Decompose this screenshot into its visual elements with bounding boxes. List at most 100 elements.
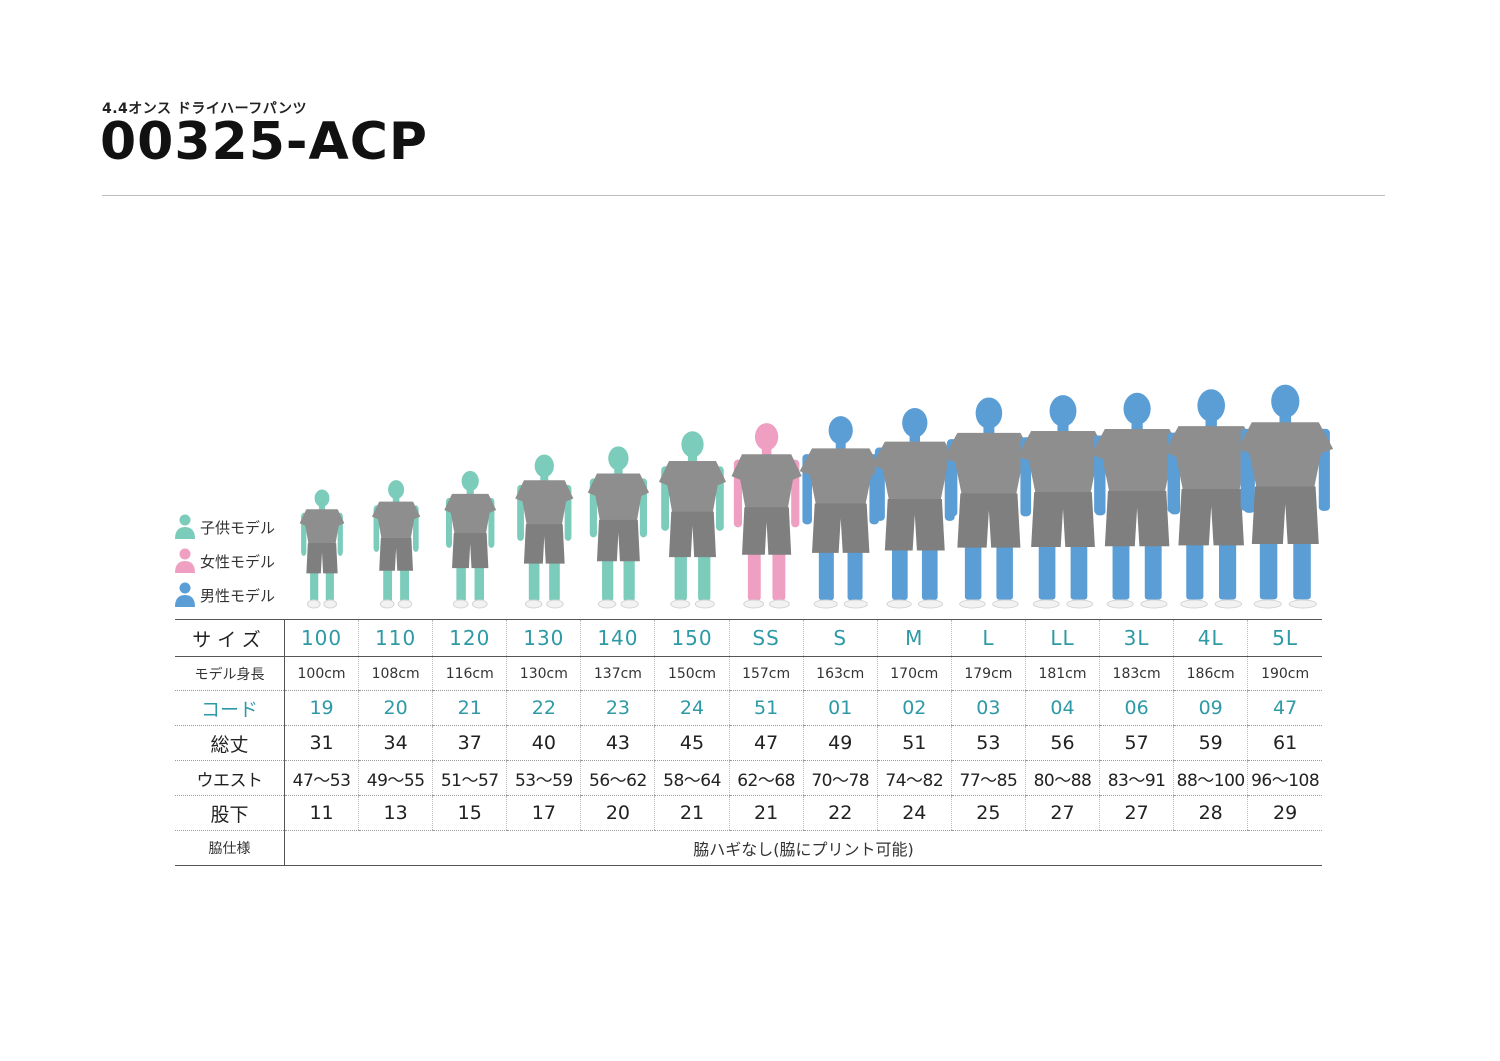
inseam-row: 股下 11 13 15 17 20 21 21 22 24 25 27 27 28 29 <box>175 795 1322 831</box>
model-height-cell: 137cm <box>580 656 655 691</box>
row-label-waist: ウエスト <box>175 760 285 796</box>
size-cell: 5L <box>1247 619 1322 657</box>
model-height-cell: 186cm <box>1173 656 1248 691</box>
inseam-cell: 15 <box>432 795 507 831</box>
length-cell: 57 <box>1099 725 1174 761</box>
code-cell: 19 <box>284 690 359 726</box>
size-cell: SS <box>728 619 804 657</box>
waist-row: ウエスト 47〜53 49〜55 51〜57 53〜59 56〜62 58〜64 62〜68… <box>175 760 1322 796</box>
legend-item-child: 子供モデル <box>174 510 289 544</box>
model-height-cell: 116cm <box>432 656 507 691</box>
inseam-cell: 17 <box>506 795 581 831</box>
model-height-cell: 157cm <box>728 656 804 691</box>
model-figure-3L <box>1091 392 1184 609</box>
model-figure-100 <box>299 489 345 609</box>
length-cell: 61 <box>1247 725 1322 761</box>
model-legend: 子供モデル 女性モデル 男性モデル <box>174 510 289 612</box>
length-cell: 56 <box>1024 725 1100 761</box>
header-divider <box>102 195 1385 196</box>
waist-cell: 49〜55 <box>358 760 433 796</box>
waist-cell: 88〜100 <box>1173 760 1248 796</box>
code-cell: 06 <box>1099 690 1174 726</box>
size-cell: 110 <box>358 619 433 657</box>
model-height-cell: 170cm <box>876 656 952 691</box>
model-height-cell: 108cm <box>358 656 433 691</box>
size-cell: 140 <box>580 619 655 657</box>
size-cell: 120 <box>432 619 507 657</box>
product-subtitle: 4.4オンス ドライハーフパンツ <box>102 101 307 117</box>
row-label-inseam: 股下 <box>175 795 285 831</box>
model-height-cell: 130cm <box>506 656 581 691</box>
inseam-cell: 25 <box>950 795 1026 831</box>
waist-cell: 56〜62 <box>580 760 655 796</box>
size-cell: 3L <box>1099 619 1174 657</box>
length-cell: 34 <box>358 725 433 761</box>
code-cell: 24 <box>654 690 730 726</box>
inseam-cell: 21 <box>654 795 730 831</box>
model-height-cell: 150cm <box>654 656 730 691</box>
size-cell: M <box>876 619 952 657</box>
length-cell: 47 <box>728 725 804 761</box>
legend-item-female: 女性モデル <box>174 544 289 578</box>
code-row: コード 19 20 21 22 23 24 51 01 02 03 04 06 09 47 <box>175 690 1322 726</box>
row-label-side: 脇仕様 <box>175 830 285 866</box>
waist-cell: 58〜64 <box>654 760 730 796</box>
side-spec-row: 脇仕様 脇ハギなし(脇にプリント可能) <box>175 830 1322 866</box>
model-figure-SS <box>731 423 802 609</box>
code-cell: 23 <box>580 690 655 726</box>
inseam-cell: 29 <box>1247 795 1322 831</box>
model-height-cell: 179cm <box>950 656 1026 691</box>
row-label-model-height: モデル身長 <box>175 656 285 691</box>
code-cell: 04 <box>1024 690 1100 726</box>
row-label-size: サイズ <box>175 619 285 657</box>
size-cell: LL <box>1024 619 1100 657</box>
size-cell: L <box>950 619 1026 657</box>
model-height-cell: 190cm <box>1247 656 1322 691</box>
inseam-cell: 27 <box>1099 795 1174 831</box>
inseam-cell: 27 <box>1024 795 1100 831</box>
model-figure-150 <box>658 431 727 609</box>
side-spec-value: 脇ハギなし(脇にプリント可能) <box>284 830 1322 866</box>
legend-label-female: 女性モデル <box>200 552 276 571</box>
waist-cell: 62〜68 <box>728 760 804 796</box>
model-figure-110 <box>371 480 421 609</box>
row-label-length: 総丈 <box>175 725 285 761</box>
size-cell: 100 <box>284 619 359 657</box>
size-spec-table: サイズ 100 110 120 130 140 150 SS S M L LL 3L 4L 5L モデル身… <box>175 619 1322 866</box>
model-height-row: モデル身長 100cm 108cm 116cm 130cm 137cm 150cm 157c… <box>175 656 1322 691</box>
length-cell: 43 <box>580 725 655 761</box>
length-cell: 45 <box>654 725 730 761</box>
inseam-cell: 20 <box>580 795 655 831</box>
length-cell: 37 <box>432 725 507 761</box>
size-cell: 130 <box>506 619 581 657</box>
size-row: サイズ 100 110 120 130 140 150 SS S M L LL 3L 4L 5L <box>175 619 1322 657</box>
code-cell: 21 <box>432 690 507 726</box>
model-figure-S <box>799 416 882 609</box>
legend-item-male: 男性モデル <box>174 578 289 612</box>
length-cell: 49 <box>802 725 878 761</box>
length-cell: 40 <box>506 725 581 761</box>
waist-cell: 53〜59 <box>506 760 581 796</box>
inseam-cell: 21 <box>728 795 804 831</box>
model-figure-LL <box>1017 395 1109 609</box>
waist-cell: 74〜82 <box>876 760 952 796</box>
code-cell: 01 <box>802 690 878 726</box>
waist-cell: 80〜88 <box>1024 760 1100 796</box>
code-cell: 51 <box>728 690 804 726</box>
female-model-icon <box>175 548 195 573</box>
model-figure-M <box>872 407 958 609</box>
child-model-icon <box>175 514 195 539</box>
inseam-cell: 13 <box>358 795 433 831</box>
waist-cell: 96〜108 <box>1247 760 1322 796</box>
model-height-cell: 181cm <box>1024 656 1100 691</box>
code-cell: 03 <box>950 690 1026 726</box>
model-height-cell: 163cm <box>802 656 878 691</box>
model-figure-L <box>943 397 1034 609</box>
inseam-cell: 22 <box>802 795 878 831</box>
waist-cell: 47〜53 <box>284 760 359 796</box>
size-cell: S <box>802 619 878 657</box>
size-cell: 4L <box>1173 619 1248 657</box>
code-cell: 20 <box>358 690 433 726</box>
legend-label-male: 男性モデル <box>200 586 276 605</box>
length-cell: 53 <box>950 725 1026 761</box>
